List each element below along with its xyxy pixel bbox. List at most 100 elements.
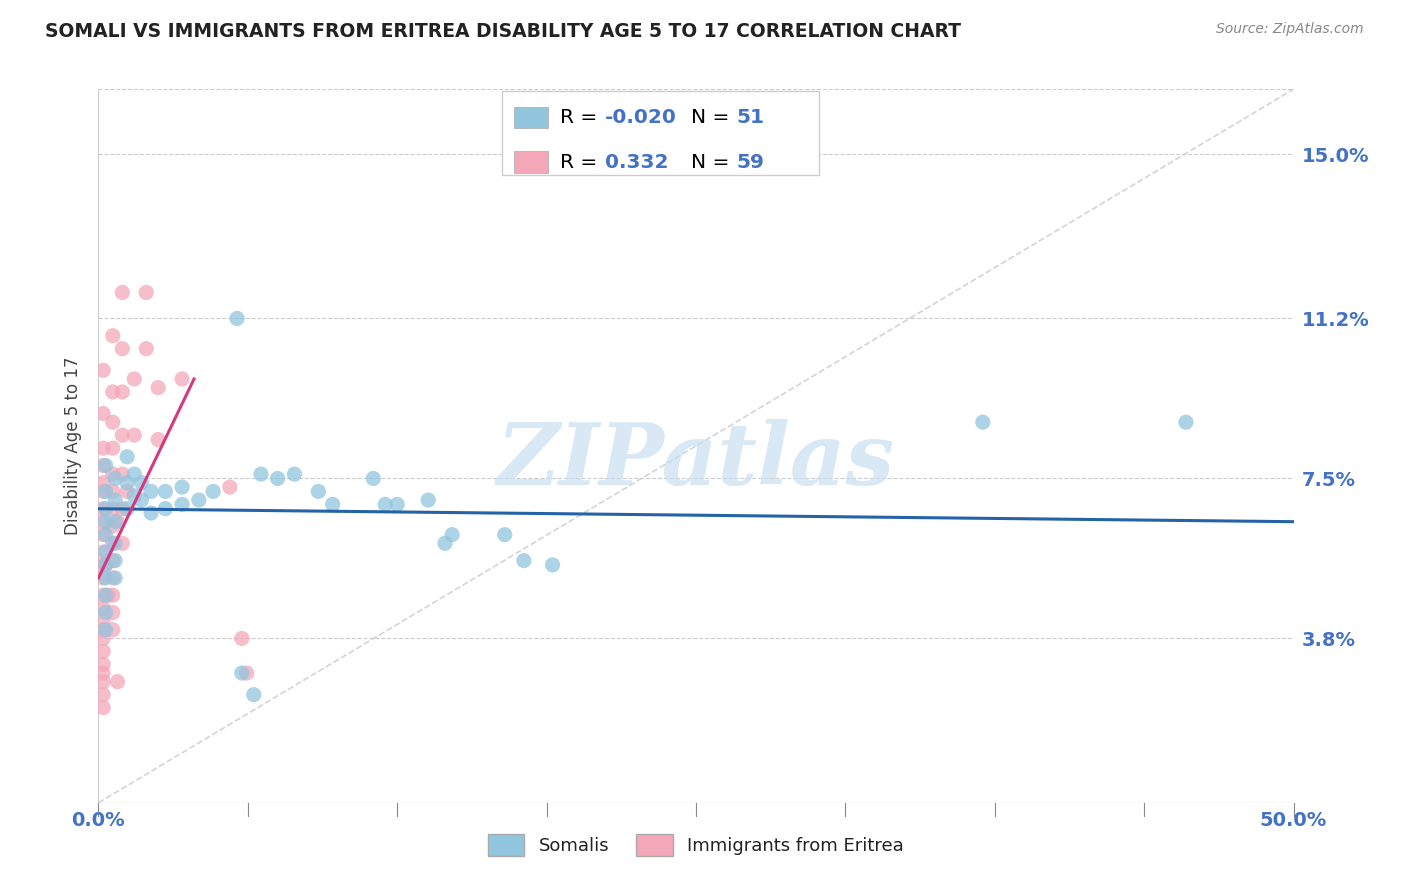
Point <box>101 519 124 533</box>
Point <box>135 285 157 300</box>
Point <box>94 515 117 529</box>
Point <box>101 553 124 567</box>
Point <box>91 475 114 490</box>
Point <box>1175 415 1198 429</box>
Point <box>101 623 124 637</box>
Point <box>104 536 127 550</box>
Point <box>91 501 114 516</box>
Point <box>91 458 114 473</box>
Point <box>267 471 290 485</box>
Point <box>91 614 114 628</box>
Point <box>91 601 114 615</box>
Point <box>434 536 457 550</box>
Point <box>91 588 114 602</box>
Point <box>101 384 124 399</box>
Point <box>91 657 114 672</box>
Point <box>97 588 120 602</box>
Text: N =: N = <box>692 153 735 171</box>
Point <box>101 441 124 455</box>
Text: 0.332: 0.332 <box>605 153 669 171</box>
Point <box>94 545 117 559</box>
Point <box>111 384 134 399</box>
Point <box>385 497 409 511</box>
Text: R =: R = <box>560 108 603 127</box>
FancyBboxPatch shape <box>515 107 548 128</box>
Point <box>124 489 146 503</box>
Point <box>94 527 117 541</box>
Text: Source: ZipAtlas.com: Source: ZipAtlas.com <box>1216 22 1364 37</box>
Text: 59: 59 <box>737 153 765 171</box>
Point <box>107 674 129 689</box>
Point <box>91 484 114 499</box>
Point <box>131 493 153 508</box>
Point <box>94 558 117 572</box>
Point <box>111 467 134 482</box>
Point <box>104 571 127 585</box>
Point <box>104 553 127 567</box>
Point <box>115 501 138 516</box>
Text: N =: N = <box>692 108 735 127</box>
Point <box>131 475 153 490</box>
Point <box>148 433 170 447</box>
Point <box>155 484 177 499</box>
Point <box>111 428 134 442</box>
Point <box>91 666 114 681</box>
Point <box>101 606 124 620</box>
Point <box>441 527 464 541</box>
Point <box>94 558 117 572</box>
Point <box>139 506 162 520</box>
Point <box>101 328 124 343</box>
Legend: Somalis, Immigrants from Eritrea: Somalis, Immigrants from Eritrea <box>479 825 912 865</box>
Point <box>91 441 114 455</box>
Point <box>148 381 170 395</box>
Point <box>135 342 157 356</box>
Point <box>418 493 440 508</box>
Point <box>91 700 114 714</box>
Point <box>124 467 146 482</box>
Point <box>187 493 209 508</box>
Point <box>94 623 117 637</box>
Point <box>111 536 134 550</box>
Point <box>101 484 124 499</box>
Point <box>513 553 536 567</box>
Point <box>91 407 114 421</box>
Point <box>231 666 253 681</box>
Point <box>172 497 194 511</box>
Point <box>155 501 177 516</box>
Point <box>115 484 138 499</box>
Text: -0.020: -0.020 <box>605 108 678 127</box>
Point <box>307 484 329 499</box>
Point <box>202 484 225 499</box>
Point <box>101 536 124 550</box>
Point <box>219 480 242 494</box>
Point <box>374 497 396 511</box>
Point <box>94 571 117 585</box>
Point <box>111 342 134 356</box>
Point <box>91 623 114 637</box>
Text: ZIPatlas: ZIPatlas <box>496 418 896 502</box>
Point <box>243 688 266 702</box>
Point <box>115 450 138 464</box>
Point <box>124 372 146 386</box>
Point <box>231 632 253 646</box>
Point <box>91 545 114 559</box>
Point <box>494 527 516 541</box>
Point <box>104 471 127 485</box>
Point <box>91 674 114 689</box>
Point <box>101 467 124 482</box>
Point <box>235 666 257 681</box>
Point <box>101 588 124 602</box>
Point <box>91 515 114 529</box>
Point <box>283 467 305 482</box>
Point <box>94 501 117 516</box>
Point <box>107 515 129 529</box>
Text: SOMALI VS IMMIGRANTS FROM ERITREA DISABILITY AGE 5 TO 17 CORRELATION CHART: SOMALI VS IMMIGRANTS FROM ERITREA DISABI… <box>45 22 960 41</box>
Text: R =: R = <box>560 153 603 171</box>
Point <box>104 515 127 529</box>
Point <box>972 415 994 429</box>
Point <box>91 688 114 702</box>
Point <box>172 480 194 494</box>
Point <box>101 571 124 585</box>
FancyBboxPatch shape <box>502 91 820 175</box>
Point <box>124 428 146 442</box>
